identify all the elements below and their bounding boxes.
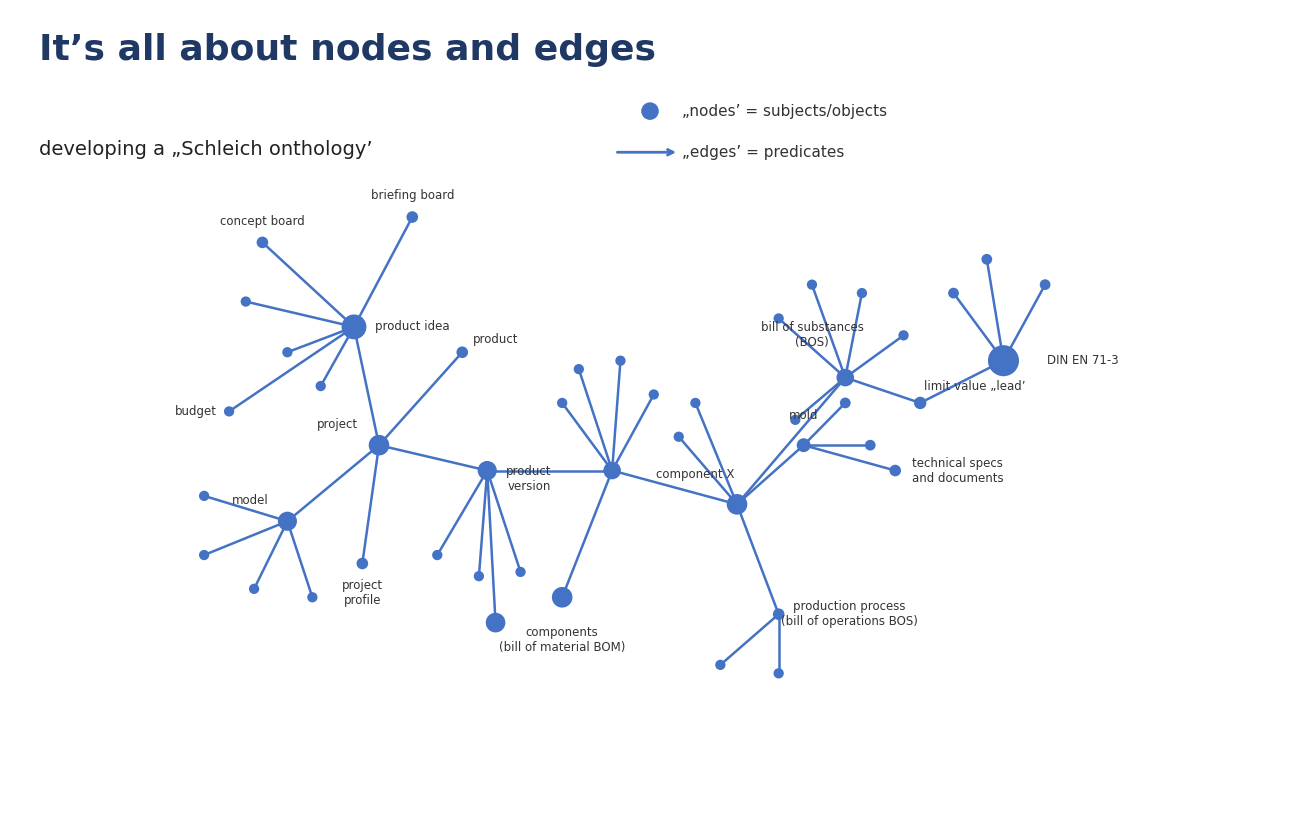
- Text: model: model: [231, 494, 268, 507]
- Point: [468, 570, 489, 583]
- Text: project: project: [317, 417, 358, 430]
- Point: [510, 565, 530, 579]
- Text: production process
(bill of operations BOS): production process (bill of operations B…: [781, 600, 918, 628]
- Text: technical specs
and documents: technical specs and documents: [911, 457, 1004, 485]
- Text: component X: component X: [656, 468, 734, 481]
- Text: „nodes’ = subjects/objects: „nodes’ = subjects/objects: [682, 104, 888, 119]
- Text: developing a „Schleich onthology’: developing a „Schleich onthology’: [39, 140, 373, 159]
- Point: [668, 430, 689, 444]
- Point: [976, 253, 997, 266]
- Point: [343, 320, 364, 333]
- Point: [302, 591, 322, 604]
- Point: [785, 413, 806, 426]
- Point: [277, 514, 298, 528]
- Point: [568, 363, 589, 376]
- Point: [640, 105, 660, 118]
- Point: [768, 607, 789, 621]
- Point: [277, 346, 298, 359]
- Text: mold: mold: [789, 409, 819, 422]
- Point: [910, 397, 931, 410]
- Point: [477, 464, 498, 477]
- Point: [852, 286, 872, 300]
- Point: [644, 388, 664, 401]
- Text: product
version: product version: [506, 465, 551, 493]
- Text: limit value „lead’: limit value „lead’: [923, 379, 1026, 393]
- Point: [402, 211, 422, 224]
- Point: [369, 439, 390, 452]
- Point: [485, 616, 506, 630]
- Point: [893, 328, 914, 342]
- Point: [352, 557, 373, 570]
- Point: [768, 312, 789, 325]
- Point: [885, 464, 906, 477]
- Point: [551, 591, 572, 604]
- Text: product idea: product idea: [374, 320, 450, 333]
- Text: components
(bill of material BOM): components (bill of material BOM): [499, 625, 625, 653]
- Point: [311, 379, 332, 393]
- Text: „edges’ = predicates: „edges’ = predicates: [682, 145, 845, 160]
- Point: [685, 397, 706, 410]
- Point: [610, 354, 630, 367]
- Point: [859, 439, 880, 452]
- Point: [194, 490, 214, 503]
- Text: It’s all about nodes and edges: It’s all about nodes and edges: [39, 33, 656, 67]
- Point: [835, 371, 855, 384]
- Point: [1035, 278, 1056, 291]
- Point: [426, 548, 447, 561]
- Point: [235, 295, 256, 308]
- Point: [252, 236, 273, 249]
- Point: [551, 397, 572, 410]
- Point: [710, 658, 731, 672]
- Point: [835, 397, 855, 410]
- Point: [602, 464, 623, 477]
- Point: [452, 346, 473, 359]
- Text: budget: budget: [174, 405, 217, 418]
- Text: project
profile: project profile: [342, 579, 384, 607]
- Point: [793, 439, 814, 452]
- Point: [243, 582, 264, 595]
- Point: [802, 278, 823, 291]
- Point: [727, 498, 747, 511]
- Text: DIN EN 71-3: DIN EN 71-3: [1046, 354, 1118, 367]
- Point: [942, 286, 963, 300]
- Point: [993, 354, 1014, 367]
- Point: [194, 548, 214, 561]
- Text: bill of substances
(BOS): bill of substances (BOS): [760, 321, 863, 349]
- Point: [768, 667, 789, 680]
- Text: concept board: concept board: [220, 215, 304, 228]
- Point: [218, 405, 239, 418]
- Text: briefing board: briefing board: [370, 189, 454, 202]
- Text: product: product: [473, 333, 519, 346]
